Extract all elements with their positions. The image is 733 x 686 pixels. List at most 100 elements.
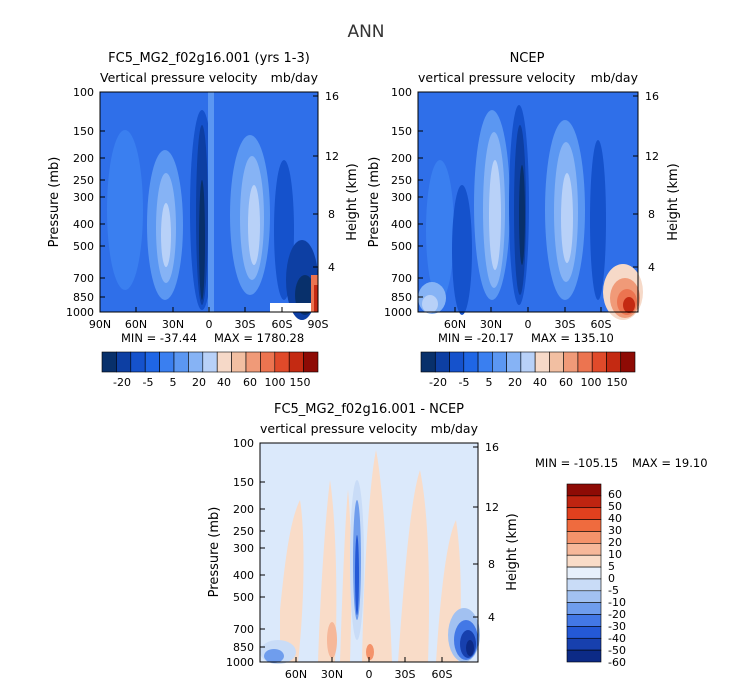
colorbar-cell: [274, 351, 290, 373]
panel-model-feature: [107, 130, 143, 290]
colorbar-cell: [288, 351, 304, 373]
colorbar-cell: [463, 351, 479, 373]
colorbar-cell: [566, 531, 602, 544]
panel-model-colorbar-label: -5: [143, 376, 154, 389]
panel-ncep-feature: [452, 185, 472, 315]
colorbar-cell: [566, 495, 602, 509]
colorbar-cell: [566, 554, 602, 568]
panel-model-y-ticklabel: 200: [73, 152, 94, 165]
panel-diff-colorbar-label: 60: [608, 488, 622, 501]
panel-diff-feature: [355, 535, 359, 615]
panel-ncep-feature: [489, 160, 501, 270]
panel-diff-height-ticklabel: 16: [485, 441, 499, 454]
panel-ncep-feature: [623, 297, 635, 313]
panel-ncep-y-ticklabel: 1000: [384, 306, 412, 319]
colorbar-cell: [549, 351, 564, 373]
panel-model-min-label: MIN = -37.44: [121, 331, 197, 345]
panel-model-colorbar-cells: [101, 351, 319, 373]
colorbar-cell: [202, 351, 218, 373]
panel-ncep-title: NCEP: [510, 51, 545, 66]
panel-ncep-x-ticklabel: 30S: [555, 318, 576, 331]
panel-model-colorbar-label: 40: [217, 376, 231, 389]
panel-diff-colorbar-label: -30: [608, 620, 626, 633]
panel-diff-right-ticks: [473, 446, 478, 618]
panel-ncep-colorbar-label: 100: [581, 376, 602, 389]
panel-diff-y-ticklabel: 300: [233, 542, 254, 555]
panel-model-title: FC5_MG2_f02g16.001 (yrs 1-3): [108, 51, 310, 66]
panel-model-colorbar-label: -20: [113, 376, 131, 389]
panel-diff-feature: [366, 644, 374, 660]
panel-ncep-feature: [519, 165, 525, 265]
panel-ncep-height-ticklabel: 12: [645, 150, 659, 163]
colorbar-cell: [216, 351, 232, 373]
panel-model-colorbar-label: 100: [265, 376, 286, 389]
panel-diff-colorbar-label: 50: [608, 500, 622, 513]
colorbar-cell: [566, 543, 602, 556]
colorbar-cell: [606, 351, 622, 373]
panel-model-y-ticklabel: 700: [73, 272, 94, 285]
panel-diff-plot: [259, 442, 480, 664]
panel-ncep-colorbar-label: 40: [533, 376, 547, 389]
panel-ncep-subtitle-right: mb/day: [591, 70, 639, 85]
panel-diff-feature: [264, 649, 284, 663]
colorbar-cell: [620, 351, 636, 373]
panel-diff-y-ticklabel: 400: [233, 569, 254, 582]
panel-diff-y-ticklabel: 500: [233, 591, 254, 604]
colorbar-cell: [303, 351, 319, 373]
panel-ncep-left-ticks: [418, 91, 423, 313]
panel-ncep-x-ticklabels: 60N 30N 0 30S 60S: [444, 318, 612, 331]
panel-ncep-ylabel-right: Height (km): [666, 163, 681, 240]
colorbar-cell: [144, 351, 160, 373]
panel-diff-colorbar-label: 10: [608, 548, 622, 561]
panel-model-feature: [199, 180, 205, 300]
panel-model-bottom-ticks: [99, 307, 319, 312]
panel-model-subtitle-right: mb/day: [271, 70, 319, 85]
panel-ncep: NCEP vertical pressure velocity mb/day: [367, 51, 681, 389]
panel-ncep-height-ticklabel: 4: [648, 261, 655, 274]
panel-ncep-y-ticklabels: 100 150 200 250 300 400 500 700 850 1000: [384, 86, 412, 319]
panel-model-y-ticklabel: 1000: [66, 306, 94, 319]
colorbar-cell: [566, 590, 602, 603]
colorbar-cell: [566, 626, 602, 639]
panel-diff-y-ticklabel: 200: [233, 503, 254, 516]
figure-title: ANN: [347, 22, 384, 42]
panel-diff-colorbar-label: 0: [608, 572, 615, 585]
colorbar-cell: [566, 507, 602, 520]
panel-diff-subtitle-right: mb/day: [431, 421, 479, 436]
panel-ncep-x-ticklabel: 30N: [480, 318, 502, 331]
panel-model-left-ticks: [100, 91, 105, 313]
panel-model-y-ticklabel: 500: [73, 240, 94, 253]
panel-ncep-right-ticklabels: 16 12 8 4: [645, 90, 659, 274]
panel-ncep-y-ticklabel: 300: [391, 191, 412, 204]
colorbar-cell: [173, 351, 189, 373]
panel-diff-x-ticklabel: 60N: [285, 668, 307, 681]
colorbar-cell: [577, 351, 593, 373]
panel-diff-right-ticklabels: 16 12 8 4: [485, 441, 499, 624]
panel-diff-colorbar-label: 20: [608, 536, 622, 549]
panel-ncep-plot: [417, 91, 643, 320]
panel-diff-min-label: MIN = -105.15: [535, 456, 618, 470]
panel-diff-colorbar-labels: 60 50 40 30 20 10 5 0 -5 -10 -20 -30 -40…: [608, 488, 626, 669]
panel-diff-height-ticklabel: 8: [488, 558, 495, 571]
panel-diff-y-ticklabels: 100 150 200 250 300 400 500 700 850 1000: [226, 437, 254, 669]
colorbar-cell: [449, 351, 465, 373]
panel-model-height-ticklabel: 4: [328, 261, 335, 274]
panel-diff-colorbar-label: -5: [608, 584, 619, 597]
panel-diff-colorbar-label: -50: [608, 644, 626, 657]
panel-model-y-ticklabels: 100 150 200 250 300 400 500 700 850 1000: [66, 86, 94, 319]
panel-model-feature: [208, 92, 214, 312]
panel-model-y-ticklabel: 250: [73, 174, 94, 187]
panel-ncep-height-ticklabel: 8: [648, 208, 655, 221]
colorbar-cell: [566, 602, 602, 615]
panel-model-y-ticklabel: 400: [73, 218, 94, 231]
colorbar-cell: [420, 351, 436, 373]
panel-ncep-bottom-ticks: [454, 307, 602, 312]
panel-model-x-ticklabel: 60N: [125, 318, 147, 331]
panel-model-ylabel: Pressure (mb): [47, 157, 62, 248]
colorbar-cell: [245, 351, 261, 373]
panel-ncep-ylabel: Pressure (mb): [367, 157, 382, 248]
colorbar-cell: [534, 351, 550, 373]
colorbar-cell: [231, 351, 247, 373]
panel-diff-colorbar-label: 40: [608, 512, 622, 525]
panel-diff-feature: [466, 640, 474, 656]
